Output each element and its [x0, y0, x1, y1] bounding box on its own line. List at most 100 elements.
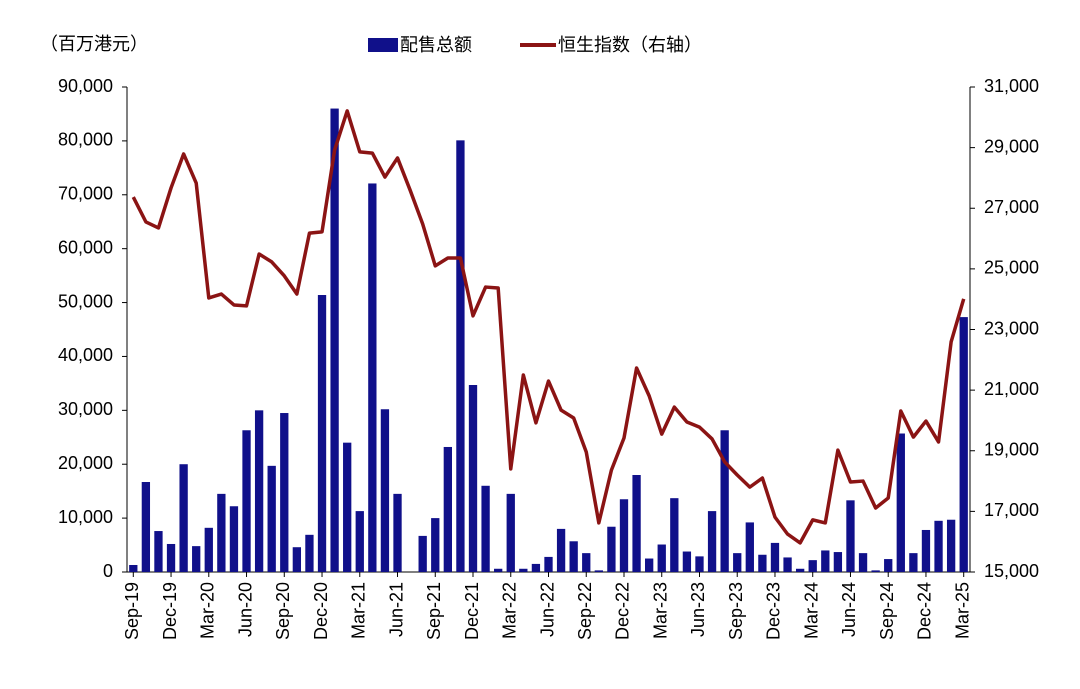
legend: 配售总额 恒生指数（右轴）	[368, 35, 702, 55]
x-tick-label: Mar-21	[349, 582, 369, 639]
bar	[821, 550, 830, 572]
x-tick-label: Dec-23	[764, 582, 784, 640]
bar	[645, 558, 654, 572]
bar	[544, 556, 553, 572]
y-tick-label: 40,000	[58, 345, 113, 365]
bar	[657, 544, 666, 572]
y2-tick-label: 19,000	[984, 440, 1039, 460]
x-tick-label: Mar-23	[650, 582, 670, 639]
x-tick-label: Jun-22	[537, 582, 557, 637]
x-tick-label: Mar-20	[198, 582, 218, 639]
bar	[695, 556, 704, 572]
bar	[229, 506, 239, 572]
x-tick-label: Sep-22	[575, 582, 595, 640]
bar	[355, 511, 364, 572]
bar	[468, 385, 478, 572]
x-tick-label: Dec-19	[160, 582, 180, 640]
bar	[129, 564, 138, 572]
y2-tick-label: 31,000	[984, 76, 1039, 96]
bar	[456, 140, 465, 572]
bar	[909, 553, 918, 572]
bar	[632, 475, 641, 572]
bar	[569, 541, 578, 572]
bar	[166, 543, 176, 572]
bar	[707, 511, 717, 572]
bar	[179, 464, 188, 572]
bar	[959, 317, 968, 572]
bar	[733, 553, 742, 572]
x-tick-label: Sep-23	[726, 582, 746, 640]
bar	[217, 493, 226, 572]
bar	[682, 551, 692, 572]
bar	[745, 522, 754, 572]
line	[131, 109, 966, 545]
bar	[292, 547, 302, 572]
y2-tick-label: 25,000	[984, 258, 1039, 278]
bar	[858, 553, 868, 572]
bar	[242, 430, 251, 572]
bar	[317, 295, 327, 572]
legend-swatch	[368, 38, 398, 52]
bar	[934, 520, 943, 572]
bar	[305, 534, 314, 572]
bar	[204, 527, 213, 572]
bar	[783, 557, 792, 572]
x-tick-label: Mar-24	[801, 582, 821, 639]
bar	[368, 183, 377, 572]
bar	[393, 493, 402, 572]
x-tick-label: Sep-19	[122, 582, 142, 640]
bar	[481, 485, 490, 572]
bar	[519, 568, 528, 572]
x-tick-label: Mar-22	[500, 582, 520, 639]
y-tick-label: 0	[103, 561, 113, 581]
bar	[619, 499, 629, 572]
y2-tick-label: 29,000	[984, 136, 1039, 156]
bar	[330, 108, 339, 573]
x-tick-label: Dec-22	[613, 582, 633, 640]
bar	[607, 526, 616, 572]
bar	[418, 535, 427, 572]
bar	[141, 482, 151, 572]
bar	[720, 430, 729, 572]
x-tick-label: Sep-21	[424, 582, 444, 640]
bar	[808, 560, 817, 572]
bar	[582, 553, 591, 572]
bar	[670, 498, 679, 572]
bar	[758, 554, 767, 572]
legend-label: 配售总额	[400, 35, 472, 55]
y2-tick-label: 21,000	[984, 379, 1039, 399]
y-tick-label: 50,000	[58, 291, 113, 311]
x-tick-label: Sep-20	[273, 582, 293, 640]
bar	[154, 531, 163, 572]
bar	[896, 433, 905, 572]
bar	[380, 409, 390, 572]
x-tick-label: Jun-24	[839, 582, 859, 637]
x-tick-label: Mar-25	[952, 582, 972, 639]
y-tick-label: 20,000	[58, 453, 113, 473]
bar	[531, 563, 541, 572]
bar	[280, 413, 289, 572]
x-tick-label: Jun-20	[235, 582, 255, 637]
bar	[795, 568, 805, 572]
y-tick-label: 30,000	[58, 399, 113, 419]
bar	[443, 446, 452, 572]
x-tick-label: Dec-21	[462, 582, 482, 640]
x-tick-label: Jun-23	[688, 582, 708, 637]
y2-tick-label: 23,000	[984, 318, 1039, 338]
x-tick-label: Dec-24	[915, 582, 935, 640]
bar	[884, 559, 893, 572]
bar	[770, 542, 780, 572]
bar	[343, 442, 352, 572]
y-tick-label: 70,000	[58, 184, 113, 204]
bar	[494, 568, 503, 572]
bar	[431, 518, 440, 572]
bar	[871, 570, 880, 572]
x-tick-label: Sep-24	[877, 582, 897, 640]
x-tick-label: Dec-20	[311, 582, 331, 640]
bar	[556, 528, 566, 572]
legend-label: 恒生指数（右轴）	[558, 35, 702, 55]
bar	[192, 546, 201, 572]
y-axis-label: （百万港元）	[40, 34, 148, 54]
bar	[254, 410, 264, 572]
